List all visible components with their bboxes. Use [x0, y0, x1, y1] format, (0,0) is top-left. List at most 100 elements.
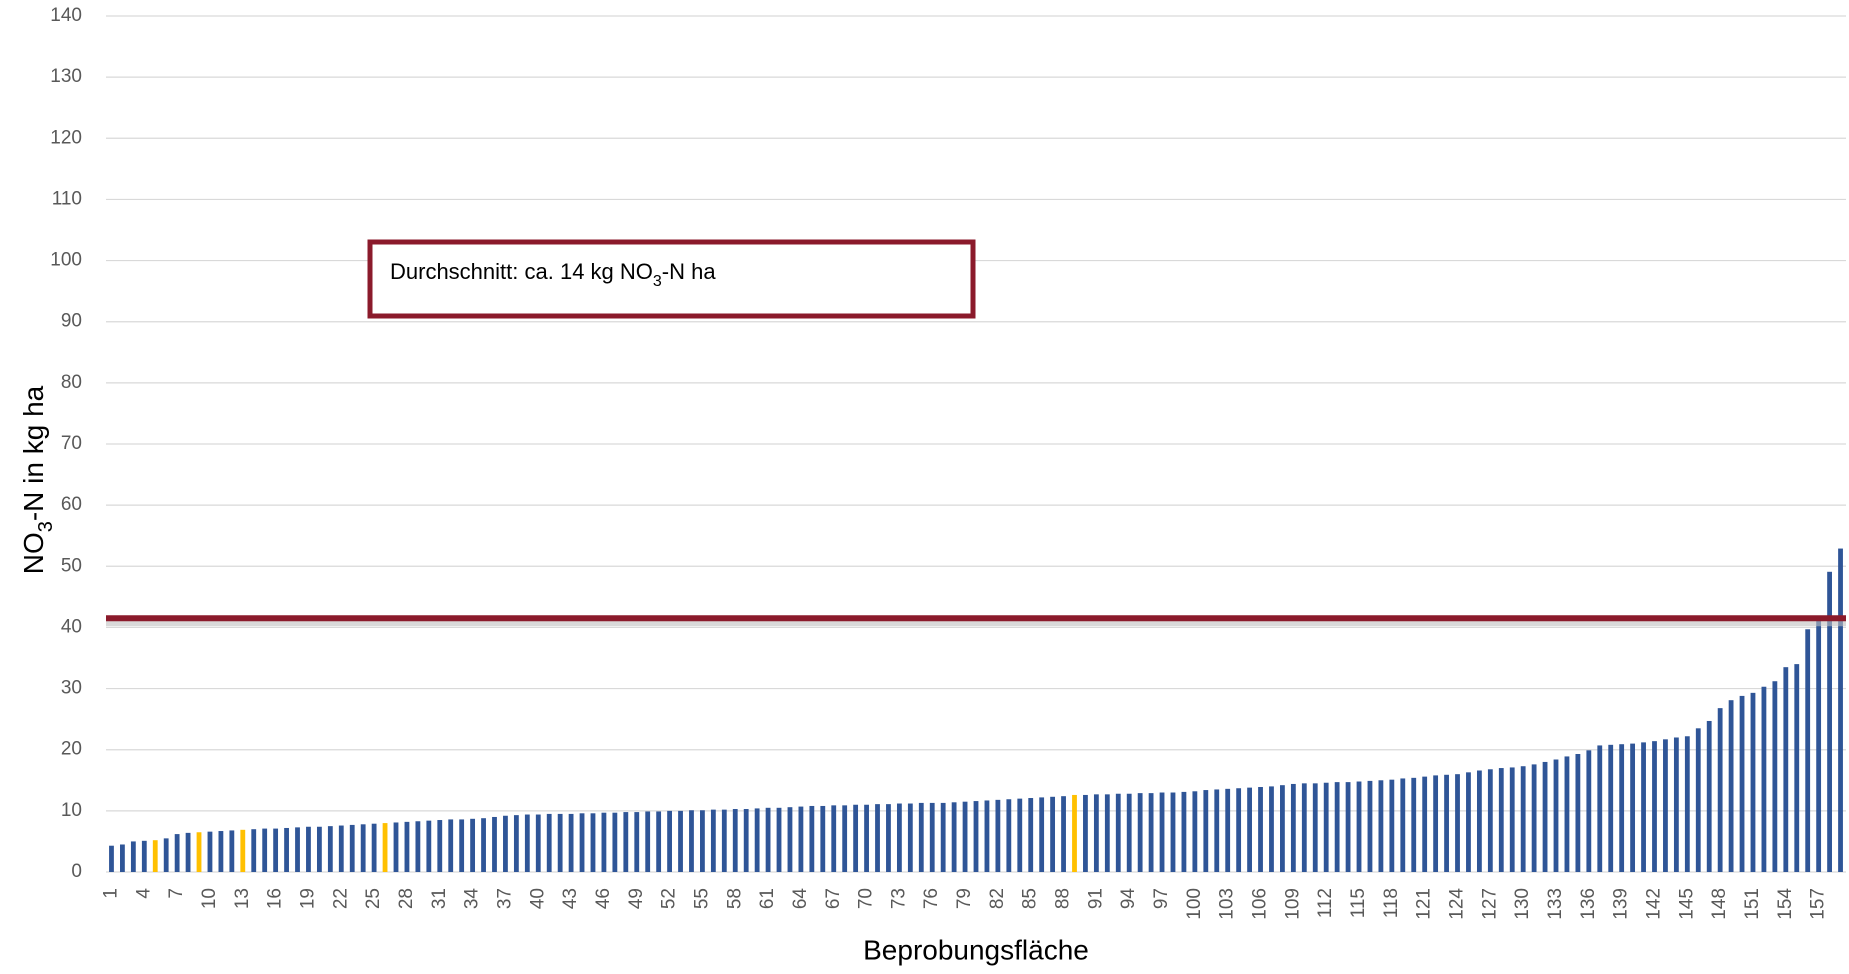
annotation: Durchschnitt: ca. 14 kg NO3-N ha	[390, 259, 716, 290]
x-tick-label: 79	[954, 888, 975, 909]
bar	[1433, 775, 1439, 872]
bar	[1181, 791, 1187, 872]
bar	[306, 826, 311, 872]
bar	[1039, 797, 1045, 872]
bar	[1356, 781, 1362, 872]
bar	[1476, 770, 1482, 872]
y-tick-label: 110	[52, 188, 82, 209]
bar	[316, 826, 322, 872]
bar	[1203, 790, 1209, 872]
y-label-part: -N in kg ha	[18, 385, 49, 521]
y-tick-label: 90	[61, 311, 82, 332]
bar	[568, 813, 574, 872]
bar	[1247, 787, 1252, 872]
bar	[732, 809, 738, 872]
bar	[1597, 745, 1603, 872]
bar	[689, 810, 694, 872]
x-tick-label: 121	[1414, 888, 1435, 920]
bar	[152, 840, 158, 872]
bar	[120, 844, 125, 872]
bar	[163, 838, 169, 872]
bar	[973, 801, 979, 872]
y-axis-label: NO3-N in kg ha	[18, 385, 57, 574]
bar	[240, 829, 246, 872]
x-tick-label: 151	[1742, 888, 1763, 920]
bar	[1290, 783, 1296, 872]
x-tick-label: 97	[1151, 888, 1172, 909]
bar	[1083, 794, 1088, 872]
bar	[1630, 743, 1636, 872]
bar	[513, 815, 519, 872]
x-tick-label: 49	[626, 888, 647, 909]
x-axis-label: Beprobungsfläche	[863, 934, 1089, 965]
bar	[1827, 571, 1832, 872]
bar	[481, 818, 486, 872]
x-tick-label: 52	[659, 888, 680, 909]
x-tick-label: 76	[921, 888, 942, 909]
bar	[1575, 753, 1581, 872]
y-tick-label: 60	[61, 494, 82, 515]
x-tick-label: 133	[1545, 888, 1566, 920]
bar	[743, 809, 749, 872]
bar	[393, 822, 399, 872]
bar	[1367, 780, 1373, 872]
y-tick-label: 50	[61, 555, 82, 576]
bar	[623, 812, 629, 872]
bar	[1444, 774, 1449, 872]
bar	[1148, 793, 1154, 872]
bar	[1345, 782, 1351, 872]
bar	[1411, 777, 1417, 872]
x-tick-label: 100	[1184, 888, 1205, 920]
y-label-part: NO	[18, 532, 49, 574]
bar	[1608, 744, 1614, 872]
bar	[470, 818, 476, 872]
bar	[984, 800, 990, 872]
bar	[1072, 794, 1077, 872]
bar	[678, 810, 683, 872]
bar	[1816, 618, 1822, 872]
bar	[601, 812, 607, 872]
x-tick-label: 115	[1348, 888, 1369, 918]
x-tick-label: 139	[1611, 888, 1632, 920]
bar	[437, 820, 443, 872]
bar	[492, 816, 497, 872]
bar	[831, 805, 837, 872]
bar	[448, 819, 454, 872]
bar	[1192, 791, 1198, 872]
x-tick-label: 46	[593, 888, 614, 909]
bar	[787, 807, 793, 872]
bar	[886, 804, 891, 872]
bar	[295, 827, 300, 872]
y-tick-label: 70	[61, 433, 82, 454]
bar	[1838, 548, 1843, 872]
bar	[503, 815, 508, 872]
bar	[721, 809, 727, 872]
bar	[1236, 788, 1242, 872]
y-tick-label: 140	[50, 5, 82, 26]
bar	[1400, 778, 1406, 872]
annotation-box	[367, 239, 976, 319]
bar	[1717, 708, 1723, 872]
bar	[404, 821, 410, 872]
x-tick-label: 55	[691, 888, 712, 909]
bar	[1126, 793, 1132, 872]
bar	[1663, 739, 1668, 872]
bar	[196, 832, 202, 872]
bar	[667, 810, 672, 872]
annotation-part: 3	[653, 273, 662, 290]
bar	[776, 807, 782, 872]
bar	[262, 828, 268, 872]
bar	[1170, 792, 1176, 872]
bar	[1061, 796, 1066, 872]
bar	[273, 828, 279, 872]
bar	[130, 841, 136, 872]
bar	[1739, 695, 1745, 872]
x-tick-label: 22	[330, 888, 351, 909]
x-tick-label: 13	[232, 888, 253, 909]
y-label-sub: 3	[35, 521, 57, 532]
bar	[185, 832, 191, 872]
y-tick-label: 120	[50, 127, 82, 148]
bar	[951, 802, 957, 872]
bar	[1466, 772, 1471, 872]
